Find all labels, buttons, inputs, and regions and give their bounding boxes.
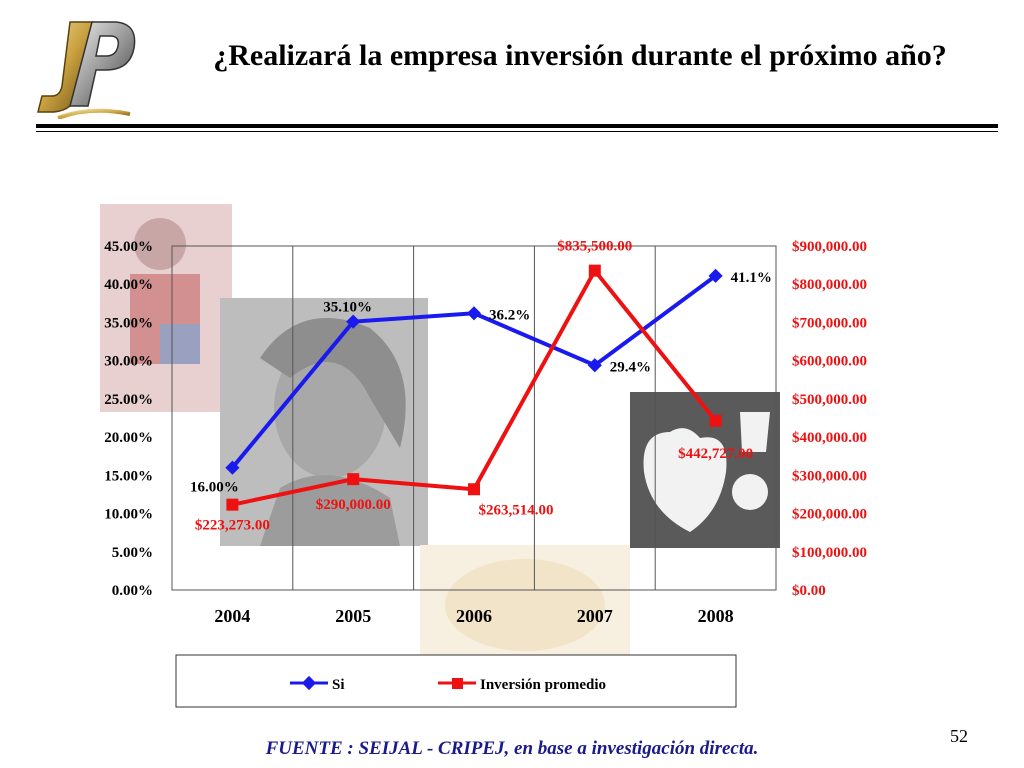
right-tick-label: $400,000.00: [792, 430, 867, 446]
legend-item-si: Si: [290, 675, 345, 693]
right-tick-label: $300,000.00: [792, 468, 867, 484]
data-label-si: 36.2%: [489, 307, 530, 323]
jp-logo: [37, 21, 136, 119]
data-label-inversion: $835,500.00: [557, 239, 632, 255]
point-si: [466, 306, 482, 321]
legend-item-inversion: Inversión promedio: [438, 677, 606, 693]
data-label-si: 29.4%: [610, 359, 651, 375]
source-note: FUENTE : SEIJAL - CRIPEJ, en base a inve…: [265, 738, 759, 759]
right-tick-label: $900,000.00: [792, 239, 867, 255]
right-tick-label: $100,000.00: [792, 545, 867, 561]
right-tick-label: $600,000.00: [792, 354, 867, 370]
left-tick-label: 0.00%: [112, 583, 153, 599]
left-tick-label: 5.00%: [112, 545, 153, 561]
data-label-si: 41.1%: [731, 270, 772, 286]
photo-woman: [220, 298, 428, 546]
title-rule-thin: [36, 131, 998, 132]
point-si: [708, 268, 723, 283]
slide-title: ¿Realizará la empresa inversión durante …: [213, 39, 947, 72]
right-axis-ticks: $0.00 $100,000.00 $200,000.00 $300,000.00 $4…: [792, 239, 867, 599]
left-tick-label: 20.00%: [104, 430, 153, 446]
x-tick-label: 2008: [698, 606, 734, 626]
point-inversion: [588, 264, 601, 277]
x-tick-label: 2005: [335, 606, 371, 626]
right-tick-label: $700,000.00: [792, 315, 867, 331]
x-tick-label: 2004: [214, 606, 250, 626]
photo-clown: [100, 204, 232, 412]
photo-heart: [630, 392, 780, 548]
title-rule-thick: [36, 124, 998, 128]
right-tick-label: $800,000.00: [792, 277, 867, 293]
left-tick-label: 10.00%: [104, 507, 153, 523]
left-tick-label: 15.00%: [104, 468, 153, 484]
legend-label-inversion: Inversión promedio: [480, 677, 606, 693]
data-label-inversion: $263,514.00: [479, 502, 554, 518]
right-tick-label: $200,000.00: [792, 507, 867, 523]
right-tick-label: $0.00: [792, 583, 826, 599]
page-number: 52: [950, 726, 968, 746]
point-si: [587, 358, 602, 373]
legend-label-si: Si: [332, 677, 345, 693]
photo-faded-background: [420, 545, 630, 675]
point-inversion: [468, 483, 480, 496]
right-tick-label: $500,000.00: [792, 392, 867, 408]
